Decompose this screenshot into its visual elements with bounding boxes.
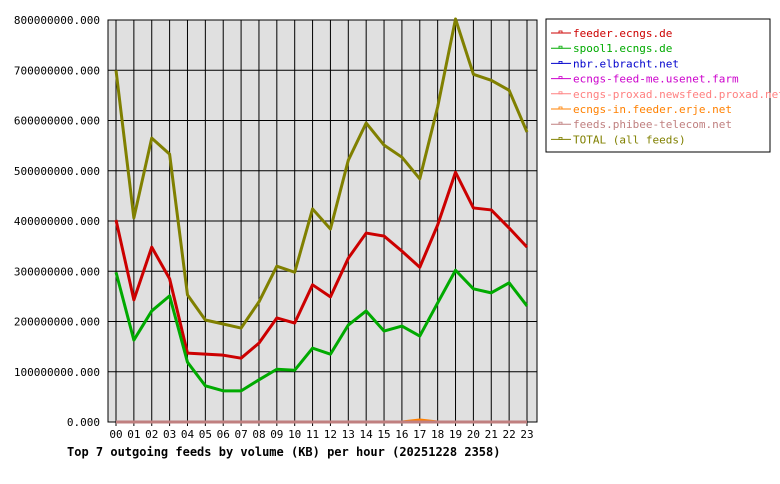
legend-box xyxy=(545,18,771,153)
x-tick-label: 13 xyxy=(342,428,355,441)
legend-marker-icon xyxy=(558,45,563,49)
legend-marker-icon xyxy=(558,91,563,95)
series-line-1 xyxy=(114,268,529,393)
legend-marker-icon xyxy=(558,136,563,140)
series-line-0 xyxy=(114,170,529,360)
y-tick-label: 600000000.000 xyxy=(14,115,100,128)
x-tick-label: 02 xyxy=(145,428,158,441)
x-tick-label: 14 xyxy=(360,428,374,441)
y-tick-label: 700000000.000 xyxy=(14,64,100,77)
legend-label: spool1.ecngs.de xyxy=(573,42,672,55)
legend-label: ecngs-proxad.newsfeed.proxad.net xyxy=(573,88,780,101)
x-tick-label: 21 xyxy=(485,428,498,441)
series-line-7 xyxy=(114,17,529,330)
x-tick-label: 00 xyxy=(109,428,122,441)
x-tick-label: 09 xyxy=(270,428,283,441)
x-tick-label: 06 xyxy=(217,428,230,441)
x-tick-label: 18 xyxy=(431,428,444,441)
x-tick-label: 07 xyxy=(234,428,247,441)
x-tick-label: 22 xyxy=(503,428,516,441)
y-tick-label: 800000000.000 xyxy=(14,14,100,27)
legend-label: ecngs-in.feeder.erje.net xyxy=(573,103,732,116)
x-tick-label: 08 xyxy=(252,428,265,441)
legend-label: nbr.elbracht.net xyxy=(573,57,679,70)
y-tick-label: 300000000.000 xyxy=(14,265,100,278)
y-tick-label: 400000000.000 xyxy=(14,215,100,228)
x-tick-label: 11 xyxy=(306,428,319,441)
x-tick-label: 20 xyxy=(467,428,480,441)
legend-label: feeder.ecngs.de xyxy=(573,27,672,40)
x-tick-label: 01 xyxy=(127,428,140,441)
legend-marker-icon xyxy=(558,76,563,79)
legend-marker-icon xyxy=(558,30,563,34)
x-tick-label: 04 xyxy=(181,428,195,441)
legend-label: TOTAL (all feeds) xyxy=(573,133,686,146)
legend-marker-icon xyxy=(558,106,563,110)
legend-marker-icon xyxy=(558,121,563,125)
legend-marker-icon xyxy=(558,61,563,64)
x-tick-label: 05 xyxy=(199,428,212,441)
x-tick-label: 15 xyxy=(377,428,390,441)
y-tick-label: 100000000.000 xyxy=(14,366,100,379)
legend-label: ecngs-feed-me.usenet.farm xyxy=(573,73,739,86)
x-tick-label: 16 xyxy=(395,428,408,441)
legend-label: feeds.phibee-telecom.net xyxy=(573,118,732,131)
x-tick-label: 10 xyxy=(288,428,301,441)
x-tick-label: 23 xyxy=(520,428,533,441)
chart-title: Top 7 outgoing feeds by volume (KB) per … xyxy=(67,445,500,459)
x-tick-label: 17 xyxy=(413,428,426,441)
x-tick-label: 19 xyxy=(449,428,462,441)
x-tick-label: 03 xyxy=(163,428,176,441)
y-tick-label: 0.000 xyxy=(67,416,100,429)
y-tick-label: 500000000.000 xyxy=(14,165,100,178)
y-tick-label: 200000000.000 xyxy=(14,316,100,329)
x-tick-label: 12 xyxy=(324,428,337,441)
